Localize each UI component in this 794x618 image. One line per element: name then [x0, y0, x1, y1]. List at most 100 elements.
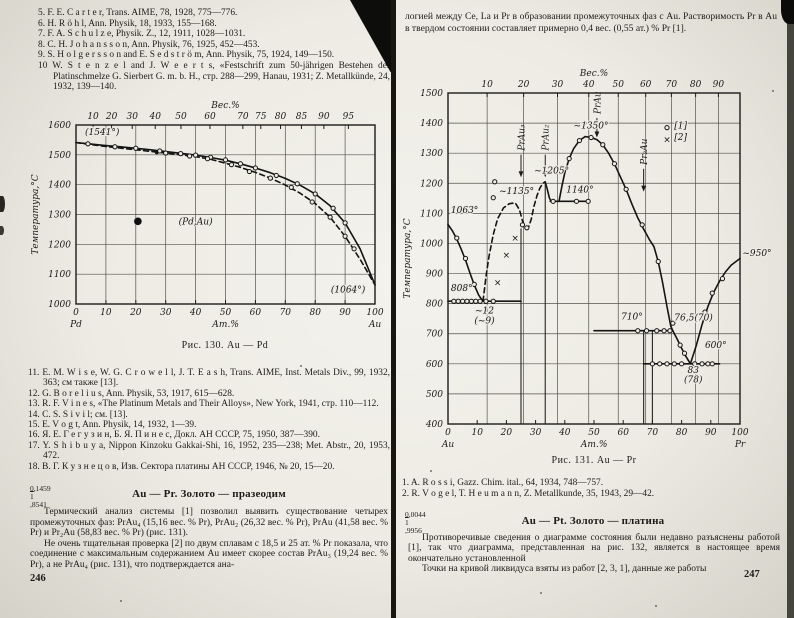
svg-text:710°: 710° [621, 312, 643, 322]
svg-text:[1]: [1] [674, 122, 687, 132]
svg-text:PrAu₃: PrAu₃ [518, 124, 528, 152]
svg-text:~1350°: ~1350° [574, 122, 609, 132]
scan-speck [300, 365, 302, 367]
svg-text:~12: ~12 [475, 306, 494, 316]
reference-item: 17. Y. S h i b u y a, Nippon Kinzoku Gak… [28, 440, 390, 462]
svg-text:1600: 1600 [48, 121, 71, 131]
svg-text:1100: 1100 [48, 270, 71, 280]
reference-item: 16. Я. Е. Г е г у з и н, Б. Я. П и н е с… [28, 430, 320, 441]
svg-text:10: 10 [100, 308, 112, 318]
svg-text:80: 80 [690, 80, 702, 90]
continued-paragraph: логией между Ce, La и Pr в образовании п… [405, 11, 777, 34]
svg-text:60: 60 [617, 428, 629, 438]
svg-text:30: 30 [160, 308, 172, 318]
section-heading-au-pt: Au — Pt. Золото — платина [521, 515, 665, 527]
svg-text:50: 50 [175, 112, 187, 122]
log-numerator: 0,1459 [30, 484, 51, 493]
svg-text:70: 70 [237, 112, 249, 122]
figure-caption-131: Рис. 131. Au — Pr [551, 455, 637, 466]
svg-text:80: 80 [275, 112, 287, 122]
svg-text:Ат.%: Ат.% [211, 320, 239, 330]
svg-text:Температура,°С: Температура,°С [31, 174, 41, 254]
svg-text:10: 10 [87, 112, 99, 122]
svg-text:Ат.%: Ат.% [580, 440, 608, 450]
svg-text:90: 90 [705, 428, 717, 438]
reference-item: 2. R. V o g e l, T. H e u m a n n, Z. Me… [402, 488, 655, 499]
svg-text:600: 600 [426, 360, 443, 370]
svg-text:70: 70 [647, 428, 659, 438]
svg-text:30: 30 [530, 428, 542, 438]
reference-item: 6. H. R ö h l, Ann. Physik, 18, 1933, 15… [38, 18, 217, 29]
svg-text:90: 90 [318, 112, 330, 122]
svg-text:70: 70 [666, 80, 678, 90]
svg-text:100: 100 [366, 308, 383, 318]
paragraph: Термический анализ системы [1] позволил … [30, 507, 388, 538]
reference-list-top: 5. F. E. C a r t e r, Trans. AIME, 78, 1… [38, 8, 390, 93]
svg-text:PrAu₂: PrAu₂ [542, 124, 552, 152]
page-number-right: 247 [744, 569, 760, 580]
svg-text:30: 30 [552, 80, 564, 90]
svg-text:×: × [503, 251, 511, 261]
svg-text:100: 100 [731, 428, 748, 438]
scan-speck [772, 90, 774, 92]
svg-text:20: 20 [517, 80, 530, 90]
reference-item: 13. R. F. V i n e s, «The Platinum Metal… [28, 399, 379, 410]
log-denominator: 1,8541 [30, 492, 47, 509]
right-edge-shadow [787, 0, 794, 618]
log-numerator: 0,0044 [405, 510, 426, 519]
svg-text:Au: Au [368, 320, 381, 330]
svg-text:×: × [663, 135, 671, 145]
svg-text:808°: 808° [451, 284, 473, 294]
svg-text:Au: Au [441, 440, 454, 450]
svg-text:PrAu: PrAu [593, 91, 603, 115]
svg-text:500: 500 [426, 390, 443, 400]
reference-item: 10 W. S t e n z e l and J. W e e r t s, … [38, 60, 390, 93]
svg-text:1200: 1200 [420, 179, 443, 189]
svg-text:95: 95 [343, 112, 355, 122]
body-text: Термический анализ системы [1] позволил … [30, 507, 388, 570]
reference-item: 1. A. R o s s i, Gazz. Chim. ital., 64, … [402, 478, 604, 488]
svg-text:~1205°: ~1205° [534, 166, 569, 176]
reference-list-mid: 11. E. M. W i s e, W. G. C r o w e l l, … [28, 368, 390, 472]
svg-text:900: 900 [426, 270, 443, 280]
log-fraction: 0,0044 1,9956 [405, 511, 426, 535]
svg-text:50: 50 [588, 428, 600, 438]
reference-item: 7. F. A. S c h u l z e, Physik. Z., 12, … [38, 29, 246, 40]
svg-text:40: 40 [582, 80, 595, 90]
svg-text:~950°: ~950° [742, 249, 771, 259]
svg-text:85: 85 [296, 112, 308, 122]
svg-text:(~9): (~9) [474, 315, 495, 326]
svg-text:80: 80 [676, 428, 688, 438]
reference-item: 18. В. Г. К у з н е ц о в, Изв. Сектора … [28, 461, 335, 472]
reference-item: 11. E. M. W i s e, W. G. C r o w e l l, … [28, 368, 390, 389]
reference-item: 5. F. E. C a r t e r, Trans. AIME, 78, 1… [38, 8, 238, 18]
svg-text:800: 800 [426, 300, 443, 310]
svg-text:Pr: Pr [734, 440, 746, 450]
svg-text:10: 10 [481, 80, 493, 90]
svg-text:10: 10 [471, 428, 483, 438]
reference-item: 15. E. V o g t, Ann. Physik, 14, 1932, 1… [28, 420, 197, 431]
svg-text:40: 40 [189, 308, 202, 318]
svg-text:40: 40 [558, 428, 571, 438]
paragraph: Точки на кривой ликвидуса взяты из работ… [422, 564, 707, 575]
svg-text:1100: 1100 [420, 209, 443, 219]
svg-text:20: 20 [500, 428, 513, 438]
svg-text:1000: 1000 [48, 300, 71, 310]
paragraph: Противоречивые сведения о диаграмме сост… [408, 533, 780, 564]
svg-text:Pr₂Au: Pr₂Au [640, 138, 650, 165]
svg-text:90: 90 [713, 80, 725, 90]
svg-text:20: 20 [129, 308, 142, 318]
book-gutter-line [391, 0, 396, 618]
svg-text:1000: 1000 [420, 239, 443, 249]
svg-text:400: 400 [425, 420, 443, 430]
svg-text:700: 700 [426, 330, 443, 340]
svg-text:(1064°): (1064°) [331, 285, 366, 296]
svg-text:0: 0 [73, 308, 79, 318]
corner-scan-blob [781, 0, 794, 24]
svg-text:70: 70 [280, 308, 292, 318]
reference-item: 8. C. H. J o h a n s s o n, Ann. Physik,… [38, 39, 260, 50]
svg-text:(1541°): (1541°) [85, 127, 120, 138]
svg-text:×: × [494, 279, 502, 289]
svg-text:1400: 1400 [48, 181, 71, 191]
